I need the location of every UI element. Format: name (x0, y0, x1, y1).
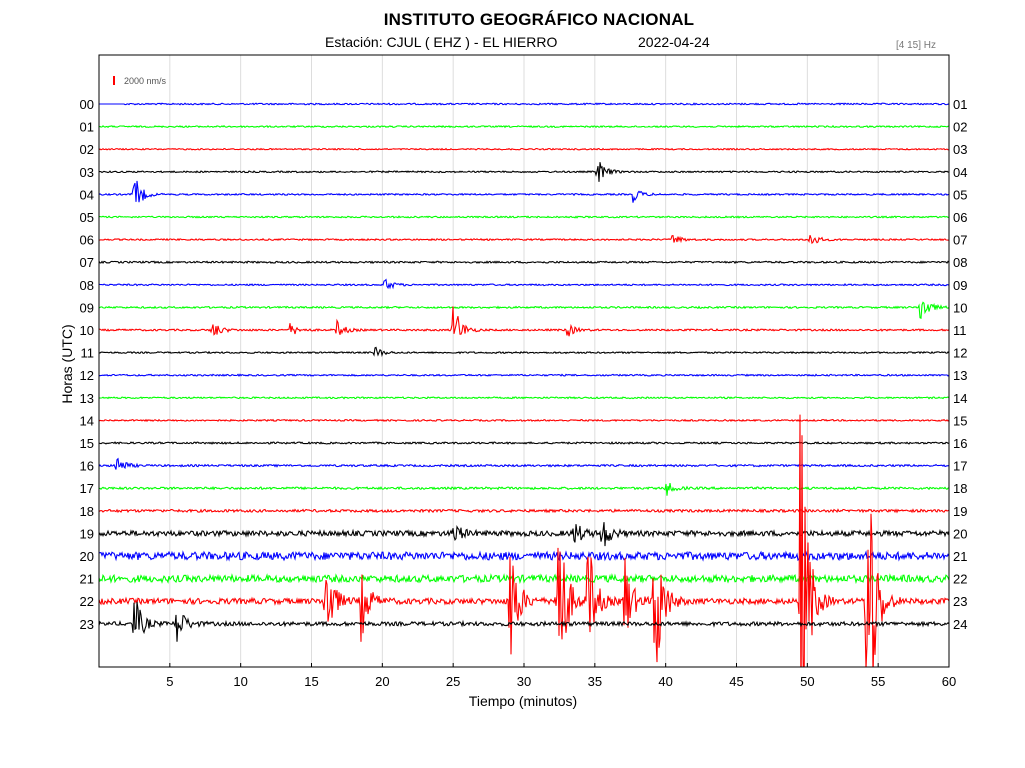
hour-label-left-23: 23 (80, 617, 94, 632)
hour-label-right-22: 22 (953, 572, 967, 587)
hour-label-right-24: 24 (953, 617, 967, 632)
x-tick-label-15: 15 (304, 674, 318, 689)
trace-hour-03 (99, 162, 949, 182)
scale-bar-label: 2000 nm/s (124, 76, 167, 86)
hour-label-right-17: 17 (953, 459, 967, 474)
chart-title: INSTITUTO GEOGRÁFICO NACIONAL (383, 10, 695, 29)
trace-hour-08 (99, 278, 949, 290)
x-axis-ticks: 5 10 15 20 25 30 35 40 45 50 55 60 (166, 663, 956, 689)
grid-lines (169, 55, 879, 667)
station-label: Estación: CJUL ( EHZ ) - EL HIERRO (325, 34, 558, 50)
x-tick-label-5: 5 (166, 674, 173, 689)
trace-hour-12 (99, 373, 949, 378)
trace-hour-16 (99, 457, 949, 470)
hour-label-left-01: 01 (80, 120, 94, 135)
hour-label-right-16: 16 (953, 436, 967, 451)
x-tick-label-40: 40 (658, 674, 672, 689)
date-label: 2022-04-24 (638, 34, 710, 50)
hour-label-right-02: 02 (953, 120, 967, 135)
hour-label-left-07: 07 (80, 255, 94, 270)
scale-bar-mark (113, 76, 115, 85)
hour-label-left-18: 18 (80, 504, 94, 519)
hour-label-right-20: 20 (953, 526, 967, 541)
hour-label-right-23: 23 (953, 594, 967, 609)
hour-label-right-12: 12 (953, 346, 967, 361)
hour-label-right-04: 04 (953, 165, 967, 180)
hour-label-left-20: 20 (80, 549, 94, 564)
hour-label-right-03: 03 (953, 142, 967, 157)
hour-label-left-17: 17 (80, 481, 94, 496)
trace-hour-06 (99, 235, 949, 245)
amplitude-scale: 2000 nm/s (113, 76, 167, 86)
hour-label-left-02: 02 (80, 142, 94, 157)
hour-label-left-16: 16 (80, 459, 94, 474)
x-tick-label-30: 30 (517, 674, 531, 689)
x-tick-label-20: 20 (375, 674, 389, 689)
x-tick-label-35: 35 (588, 674, 602, 689)
hour-label-right-01: 01 (953, 97, 967, 112)
hour-label-right-15: 15 (953, 413, 967, 428)
hour-label-right-09: 09 (953, 278, 967, 293)
trace-hour-14 (99, 418, 949, 423)
hour-label-right-05: 05 (953, 187, 967, 202)
trace-hour-13 (99, 396, 949, 400)
hour-label-right-08: 08 (953, 255, 967, 270)
hour-label-left-04: 04 (80, 187, 94, 202)
x-tick-label-60: 60 (942, 674, 956, 689)
hour-label-right-21: 21 (953, 549, 967, 564)
hour-label-right-10: 10 (953, 300, 967, 315)
trace-hour-11 (99, 346, 949, 358)
hour-label-left-22: 22 (80, 594, 94, 609)
hour-label-left-19: 19 (80, 526, 94, 541)
x-tick-label-45: 45 (729, 674, 743, 689)
hour-label-left-03: 03 (80, 165, 94, 180)
trace-hour-04 (99, 180, 949, 203)
hour-label-left-00: 00 (80, 97, 94, 112)
hour-label-left-05: 05 (80, 210, 94, 225)
hour-label-left-06: 06 (80, 233, 94, 248)
hour-label-right-14: 14 (953, 391, 967, 406)
hour-label-left-14: 14 (80, 413, 94, 428)
trace-hour-15 (99, 441, 949, 445)
trace-hour-05 (99, 215, 949, 219)
trace-hour-09 (99, 301, 949, 319)
trace-hour-22 (99, 414, 949, 667)
trace-hour-23 (99, 601, 949, 642)
trace-hour-10 (99, 306, 949, 337)
x-tick-label-25: 25 (446, 674, 460, 689)
hour-label-right-06: 06 (953, 210, 967, 225)
hour-label-left-15: 15 (80, 436, 94, 451)
y-axis-label: Horas (UTC) (59, 324, 75, 403)
x-axis-label: Tiempo (minutos) (469, 693, 577, 709)
trace-hour-19 (99, 522, 949, 547)
hour-label-left-21: 21 (80, 572, 94, 587)
hour-label-left-12: 12 (80, 368, 94, 383)
trace-hour-17 (99, 483, 949, 496)
trace-hour-00 (99, 102, 949, 106)
trace-hour-02 (99, 147, 949, 151)
seismic-traces (99, 102, 949, 667)
hour-label-left-08: 08 (80, 278, 94, 293)
trace-hour-18 (99, 508, 949, 514)
hour-label-right-07: 07 (953, 233, 967, 248)
hour-label-left-09: 09 (80, 300, 94, 315)
hour-label-right-18: 18 (953, 481, 967, 496)
trace-hour-07 (99, 260, 949, 265)
x-tick-label-55: 55 (871, 674, 885, 689)
trace-hour-01 (99, 124, 949, 129)
hour-label-right-11: 11 (953, 323, 967, 338)
hour-label-right-13: 13 (953, 368, 967, 383)
filter-band-label: [4 15] Hz (896, 40, 937, 51)
hour-label-left-11: 11 (81, 346, 95, 361)
hour-label-left-10: 10 (80, 323, 94, 338)
x-tick-label-50: 50 (800, 674, 814, 689)
hour-labels-left: 00 01 02 03 04 05 06 07 08 09 10 11 12 13 14 15 16 17 18 19… (80, 97, 94, 632)
hour-labels-right: 01 02 03 04 05 06 07 08 09 10 11 12 13 14 15 16 17 18 19 20… (953, 97, 967, 632)
hour-label-right-19: 19 (953, 504, 967, 519)
hour-label-left-13: 13 (80, 391, 94, 406)
x-tick-label-10: 10 (233, 674, 247, 689)
